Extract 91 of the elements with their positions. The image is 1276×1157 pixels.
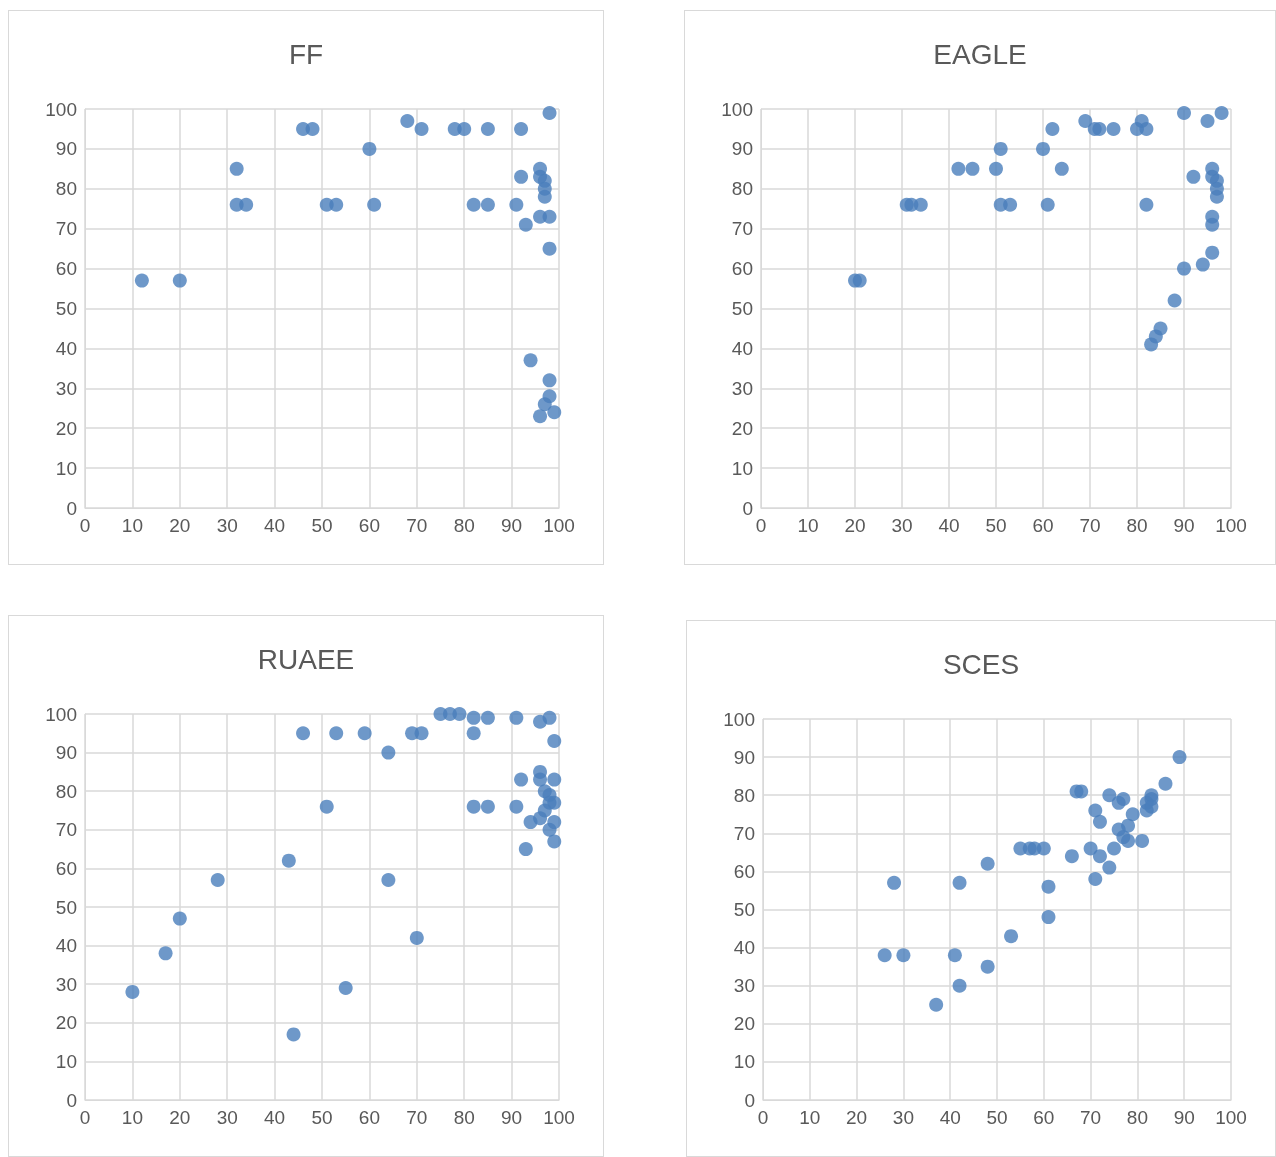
y-tick-label: 30 [733,975,755,997]
x-tick-label: 20 [846,1107,868,1128]
y-tick-label: 20 [731,417,753,439]
x-tick-label: 60 [1033,1107,1055,1128]
x-tick-label: 50 [311,515,333,536]
x-tick-label: 20 [844,515,866,536]
x-tick-label: 100 [1215,515,1247,536]
x-tick-label: 60 [358,1107,380,1128]
y-tick-label: 100 [721,98,753,120]
y-tick-label: 80 [733,784,755,806]
y-tick-label: 80 [55,178,77,200]
x-tick-label: 10 [121,1107,143,1128]
y-tick-label: 20 [55,1012,77,1034]
y-tick-label: 50 [731,298,753,319]
x-tick-label: 40 [939,1107,961,1128]
x-tick-label: 30 [216,515,238,536]
x-tick-label: 80 [1126,1107,1148,1128]
x-tick-label: 40 [264,1107,286,1128]
x-tick-label: 10 [799,1107,821,1128]
y-tick-label: 0 [744,1089,755,1111]
chart-title: SCES [942,648,1020,680]
y-tick-label: 50 [55,298,77,319]
y-tick-label: 10 [55,457,77,479]
x-tick-label: 0 [79,515,91,536]
chart-title: RUAEE [257,643,355,675]
y-tick-label: 30 [731,377,753,399]
x-tick-label: 100 [1215,1107,1247,1128]
x-tick-label: 0 [79,1107,91,1128]
x-tick-label: 90 [1173,515,1195,536]
y-tick-label: 40 [731,337,753,359]
y-tick-label: 30 [55,973,77,995]
y-tick-label: 20 [55,417,77,439]
x-tick-label: 90 [1173,1107,1195,1128]
x-tick-label: 80 [1126,515,1148,536]
y-tick-label: 40 [55,337,77,359]
x-tick-label: 60 [1032,515,1054,536]
x-tick-label: 90 [501,1107,523,1128]
x-tick-label: 10 [121,515,143,536]
y-tick-label: 90 [55,742,77,764]
chart-title: EAGLE [933,38,1027,70]
x-tick-label: 80 [453,1107,475,1128]
y-tick-label: 60 [731,258,753,280]
x-tick-label: 30 [891,515,913,536]
y-tick-label: 40 [55,935,77,957]
y-tick-label: 10 [731,457,753,479]
x-tick-label: 70 [406,1107,428,1128]
y-tick-label: 10 [55,1050,77,1072]
x-tick-label: 70 [1080,1107,1102,1128]
y-tick-label: 60 [733,860,755,882]
x-tick-label: 50 [986,1107,1008,1128]
y-tick-label: 70 [55,819,77,841]
x-tick-label: 70 [1079,515,1101,536]
x-tick-label: 100 [543,515,575,536]
y-tick-label: 100 [45,703,77,725]
y-tick-label: 20 [733,1013,755,1035]
x-tick-label: 20 [169,515,191,536]
y-tick-label: 50 [733,899,755,920]
y-tick-label: 0 [66,1089,77,1111]
x-tick-label: 10 [797,515,819,536]
x-tick-label: 60 [358,515,380,536]
x-tick-label: 70 [406,515,428,536]
y-tick-label: 70 [731,218,753,240]
chart-title: FF [288,38,324,70]
y-tick-label: 30 [55,377,77,399]
x-tick-label: 30 [892,1107,914,1128]
x-tick-label: 80 [453,515,475,536]
x-tick-label: 50 [985,515,1007,536]
x-tick-label: 40 [264,515,286,536]
x-tick-label: 30 [216,1107,238,1128]
x-tick-label: 40 [938,515,960,536]
y-tick-label: 80 [55,780,77,802]
x-tick-label: 0 [757,1107,769,1128]
x-tick-label: 20 [169,1107,191,1128]
y-tick-label: 100 [45,98,77,120]
y-tick-label: 100 [723,708,755,730]
y-tick-label: 40 [733,937,755,959]
y-tick-label: 60 [55,258,77,280]
y-tick-label: 90 [731,138,753,160]
x-tick-label: 50 [311,1107,333,1128]
y-tick-label: 10 [733,1051,755,1073]
y-tick-label: 80 [731,178,753,200]
x-tick-label: 90 [501,515,523,536]
y-tick-label: 90 [55,138,77,160]
y-tick-label: 0 [742,497,753,519]
y-tick-label: 60 [55,857,77,879]
y-tick-label: 70 [733,822,755,844]
y-tick-label: 50 [55,896,77,918]
x-tick-label: 100 [543,1107,575,1128]
y-tick-label: 90 [733,746,755,768]
y-tick-label: 70 [55,218,77,240]
y-tick-label: 0 [66,497,77,519]
